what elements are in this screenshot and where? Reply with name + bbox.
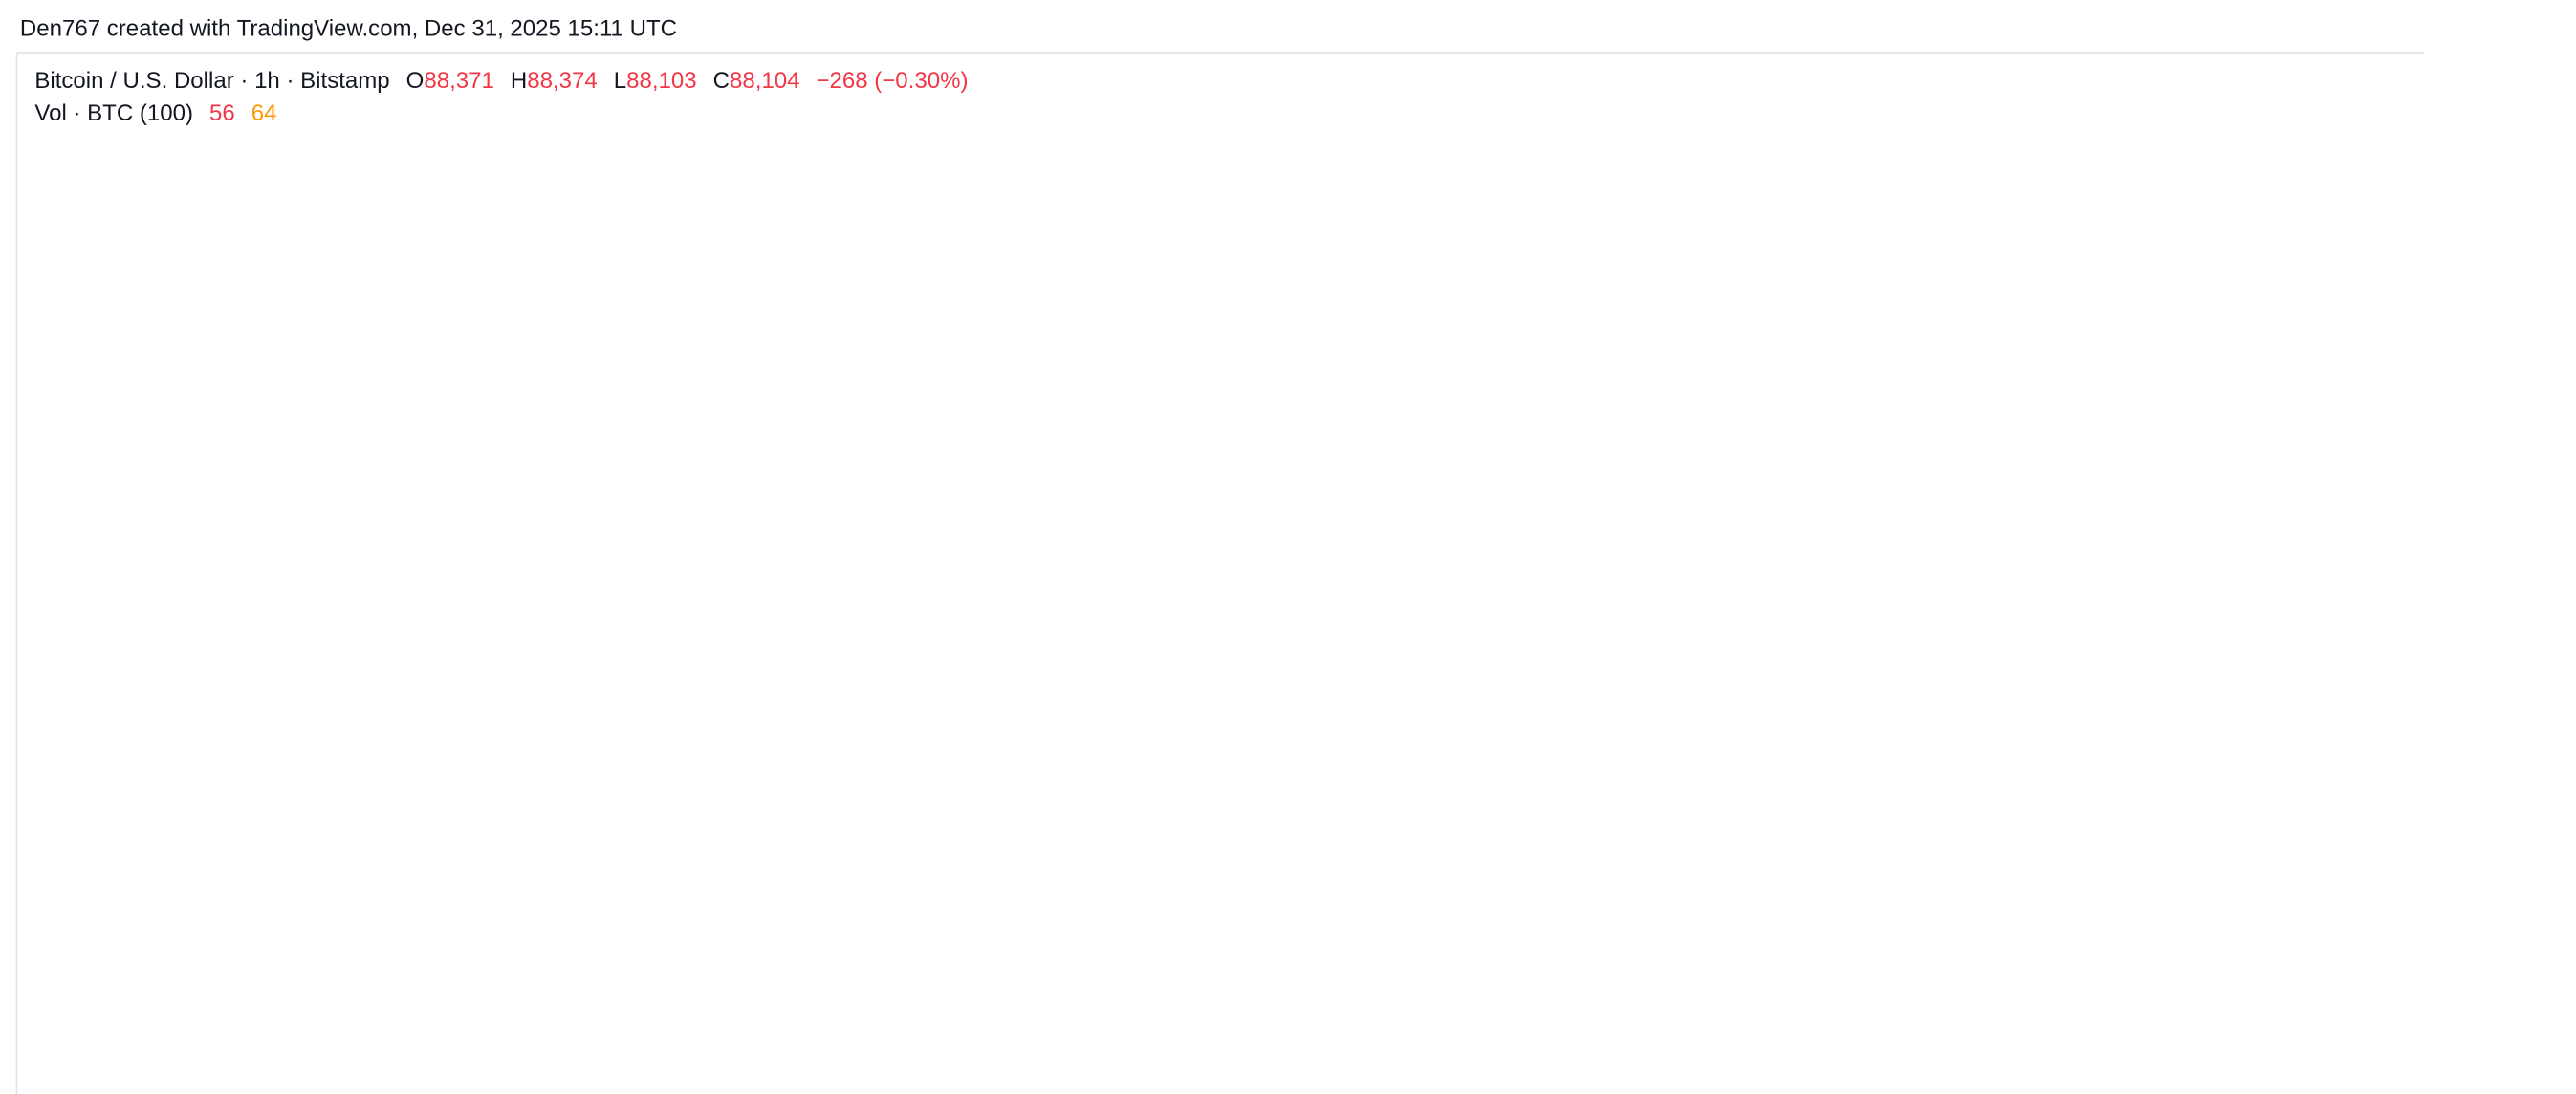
o-label: O [406, 68, 425, 94]
volume-last: 56 [209, 101, 235, 127]
header: Den767 created with TradingView.com, Dec… [20, 15, 677, 41]
legend: Bitcoin / U.S. Dollar · 1h · Bitstamp O8… [34, 68, 968, 94]
c-value: 88,104 [730, 68, 800, 94]
o-value: 88,371 [424, 68, 494, 94]
change: −268 (−0.30%) [816, 68, 968, 94]
price-axis [2424, 52, 2576, 1094]
l-value: 88,103 [626, 68, 697, 94]
l-label: L [614, 68, 626, 94]
c-label: C [713, 68, 730, 94]
symbol: Bitcoin / U.S. Dollar · 1h · Bitstamp [34, 68, 389, 94]
volume-title: Vol · BTC (100) [34, 101, 193, 127]
volume-ma-last: 64 [251, 101, 277, 127]
volume-legend: Vol · BTC (100) 56 64 [34, 101, 276, 127]
h-label: H [511, 68, 527, 94]
h-value: 88,374 [527, 68, 598, 94]
